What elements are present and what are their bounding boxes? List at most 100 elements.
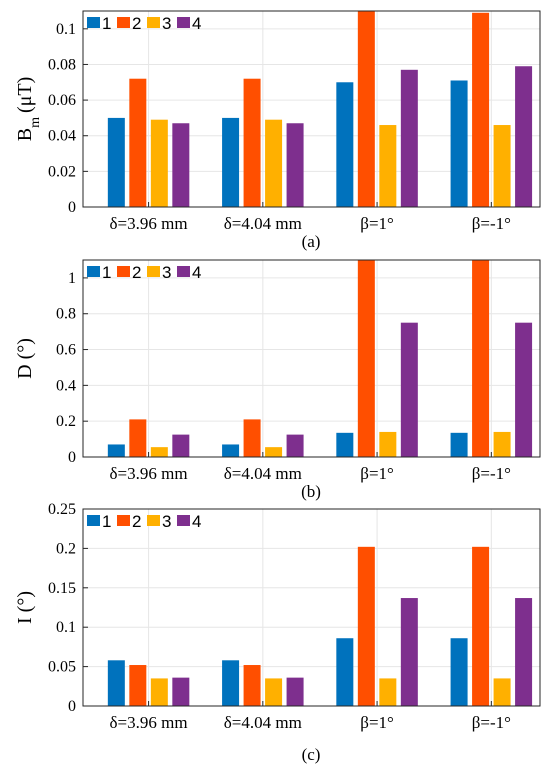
x-category-label: δ=3.96 mm xyxy=(110,713,188,732)
y-tick-label: 0.02 xyxy=(48,163,76,180)
legend: 1 2 3 4 xyxy=(87,263,201,282)
y-tick-label: 0.2 xyxy=(56,540,76,557)
bar-series2-cat3 xyxy=(357,260,375,457)
y-axis-label: D (°) xyxy=(14,338,36,379)
legend-label: 3 xyxy=(162,14,171,33)
bar-series3-cat4 xyxy=(493,125,511,207)
axes-frame xyxy=(82,10,541,208)
bars-group xyxy=(107,11,533,207)
legend-label: 3 xyxy=(162,512,171,531)
bar-series4-cat1 xyxy=(172,434,190,457)
bar-series4-cat1 xyxy=(172,677,190,706)
bar-series4-cat3 xyxy=(400,69,418,207)
x-category-label: δ=4.04 mm xyxy=(224,464,302,483)
bar-series3-cat3 xyxy=(379,678,397,706)
x-category-label: δ=3.96 mm xyxy=(110,464,188,483)
y-tick-label: 0.6 xyxy=(56,342,76,359)
y-axis-label-main: D (°) xyxy=(14,338,36,379)
legend-swatch-1 xyxy=(87,515,100,526)
bar-series4-cat2 xyxy=(286,677,304,706)
panel-caption: (c) xyxy=(302,745,321,764)
y-axis-label-main: B xyxy=(14,128,36,141)
bar-series4-cat2 xyxy=(286,434,304,457)
legend-label: 2 xyxy=(132,263,141,282)
y-tick-label: 0.8 xyxy=(56,306,76,323)
panel-caption: (a) xyxy=(302,232,321,251)
bar-series2-cat4 xyxy=(472,260,490,457)
bar-series1-cat1 xyxy=(107,444,125,457)
bar-series2-cat2 xyxy=(243,665,261,706)
legend-label: 1 xyxy=(102,512,111,531)
bar-series1-cat4 xyxy=(450,638,468,706)
bar-series1-cat4 xyxy=(450,80,468,207)
legend-label: 4 xyxy=(192,263,201,282)
legend-swatch-4 xyxy=(177,266,190,277)
x-category-label: β=-1° xyxy=(472,713,511,732)
legend-label: 4 xyxy=(192,14,201,33)
bar-series4-cat3 xyxy=(400,322,418,457)
legend-label: 2 xyxy=(132,512,141,531)
bar-series1-cat1 xyxy=(107,117,125,207)
bar-series1-cat2 xyxy=(222,117,240,207)
y-tick-label: 0.1 xyxy=(56,619,76,636)
y-tick-label: 0.08 xyxy=(48,56,76,73)
x-category-label: β=-1° xyxy=(472,464,511,483)
y-tick-label: 0.2 xyxy=(56,413,76,430)
bar-series1-cat3 xyxy=(336,638,354,706)
bar-series3-cat2 xyxy=(265,447,283,457)
bar-series4-cat4 xyxy=(515,598,533,706)
bar-series3-cat1 xyxy=(150,447,168,457)
axes-frame xyxy=(82,259,541,458)
bar-series1-cat2 xyxy=(222,660,240,706)
chart-panel-2: 0 0.2 0.4 0.6 0.8 1 δ=3.96 mm δ=4.04 mm β=1° β=-1… xyxy=(14,259,541,501)
bar-series4-cat2 xyxy=(286,123,304,207)
y-tick-label: 0.06 xyxy=(48,92,76,109)
legend: 1 2 3 4 xyxy=(87,14,201,33)
legend-label: 3 xyxy=(162,263,171,282)
legend-swatch-4 xyxy=(177,17,190,28)
bar-series3-cat4 xyxy=(493,678,511,706)
bar-series2-cat2 xyxy=(243,419,261,457)
bar-series3-cat1 xyxy=(150,119,168,207)
bar-series3-cat2 xyxy=(265,119,283,207)
legend-label: 4 xyxy=(192,512,201,531)
legend-label: 2 xyxy=(132,14,141,33)
bar-series2-cat1 xyxy=(129,78,147,207)
panel-caption: (b) xyxy=(301,482,321,501)
bar-series4-cat3 xyxy=(400,598,418,706)
x-category-label: β=1° xyxy=(360,214,394,233)
legend-swatch-3 xyxy=(147,17,160,28)
bar-series2-cat4 xyxy=(472,546,490,706)
y-tick-label: 0.05 xyxy=(48,659,76,676)
x-category-label: β=1° xyxy=(360,464,394,483)
y-axis-label: I (°) xyxy=(14,591,36,624)
x-category-label: δ=3.96 mm xyxy=(110,214,188,233)
bar-series1-cat3 xyxy=(336,432,354,457)
bar-series1-cat1 xyxy=(107,660,125,706)
x-category-label: δ=4.04 mm xyxy=(224,713,302,732)
bar-series3-cat3 xyxy=(379,125,397,207)
bar-series1-cat4 xyxy=(450,432,468,457)
legend: 1 2 3 4 xyxy=(87,512,201,531)
chart-panel-1: 0 0.02 0.04 0.06 0.08 0.1 δ=3.96 mm δ=4.04 mm β=… xyxy=(14,10,541,251)
legend-swatch-3 xyxy=(147,515,160,526)
legend-label: 1 xyxy=(102,263,111,282)
bar-series2-cat1 xyxy=(129,665,147,706)
bars-group xyxy=(107,546,533,706)
bar-series2-cat3 xyxy=(357,11,375,207)
x-category-label: δ=4.04 mm xyxy=(224,214,302,233)
bar-series2-cat2 xyxy=(243,78,261,207)
bars-group xyxy=(107,260,533,457)
legend-swatch-1 xyxy=(87,17,100,28)
bar-series2-cat4 xyxy=(472,12,490,207)
y-tick-label: 0.04 xyxy=(48,128,76,145)
bar-series1-cat2 xyxy=(222,444,240,457)
y-tick-label: 1 xyxy=(68,270,76,287)
y-axis-label-unit: (μT) xyxy=(14,77,36,113)
legend-swatch-2 xyxy=(117,266,130,277)
bar-series3-cat4 xyxy=(493,431,511,457)
y-axis-label: Bm (μT) xyxy=(14,77,43,142)
axes-frame xyxy=(82,508,541,707)
y-tick-label: 0.25 xyxy=(48,501,76,518)
